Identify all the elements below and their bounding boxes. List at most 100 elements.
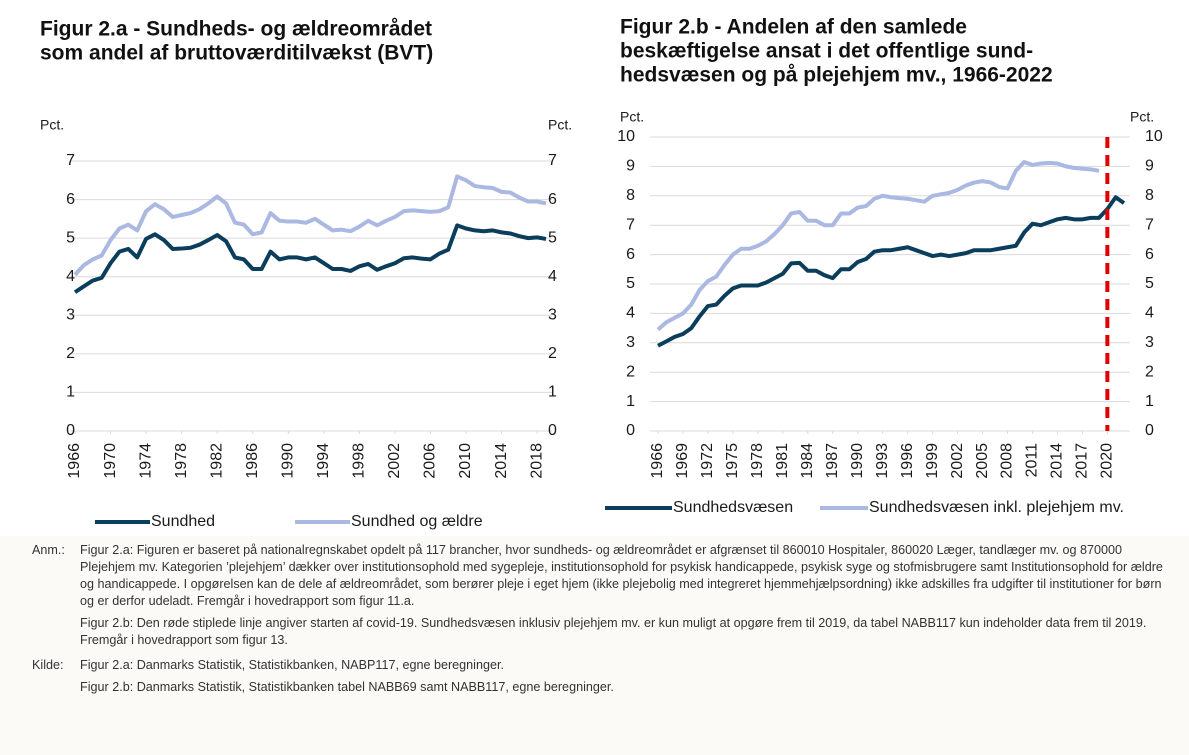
- x-tick-label: 1987: [824, 443, 841, 479]
- y2-tick-label: 5: [548, 229, 557, 246]
- x-tick-label: 2005: [974, 443, 991, 479]
- x-tick-label: 1970: [102, 443, 119, 479]
- chart-title: som andel af bruttoværditilvækst (BVT): [40, 42, 433, 65]
- y-tick-label: 6: [626, 246, 635, 263]
- y-tick-label: 2: [66, 345, 75, 362]
- x-tick-label: 2008: [999, 443, 1016, 479]
- x-tick-label: 2014: [1049, 443, 1066, 479]
- x-tick-label: 1990: [849, 443, 866, 479]
- y2-tick-label: 2: [548, 345, 557, 362]
- y-tick-label: 5: [626, 275, 635, 292]
- series-line: [73, 223, 547, 294]
- legend-label: Sundhedsvæsen: [673, 499, 793, 516]
- chart-title: beskæftigelse ansat i det offentlige sun…: [620, 40, 1033, 63]
- y-tick-label: 0: [66, 422, 75, 439]
- y2-tick-label: 4: [1145, 305, 1154, 322]
- x-tick-label: 2002: [386, 443, 403, 479]
- x-tick-label: 2002: [949, 443, 966, 479]
- x-tick-label: 1994: [315, 443, 332, 479]
- y-tick-label: 2: [626, 363, 635, 380]
- chart-title: Figur 2.a - Sundheds- og ældreområdet: [40, 18, 432, 41]
- y2-tick-label: 1: [548, 384, 557, 401]
- y-tick-label: 10: [617, 128, 635, 145]
- y2-tick-label: 7: [1145, 216, 1154, 233]
- x-tick-label: 1984: [799, 443, 816, 479]
- note-row: Anm.: Figur 2.a: Figuren er baseret på na…: [32, 542, 1169, 654]
- x-tick-label: 2010: [457, 443, 474, 479]
- chart: Figur 2.a - Sundheds- og ældreområdetsom…: [40, 18, 572, 531]
- x-tick-label: 1986: [244, 443, 261, 479]
- note-paragraph: Figur 2.b: Den røde stiplede linje angiv…: [80, 616, 1147, 647]
- legend-label: Sundhed og ældre: [351, 513, 483, 530]
- x-tick-label: 2006: [422, 443, 439, 479]
- series-line: [656, 159, 1100, 332]
- y2-tick-label: 8: [1145, 187, 1154, 204]
- y-tick-label: 0: [626, 422, 635, 439]
- y2-tick-label: 4: [548, 268, 557, 285]
- x-tick-label: 1975: [724, 443, 741, 479]
- y-tick-label: 1: [66, 384, 75, 401]
- notes: Anm.: Figur 2.a: Figuren er baseret på na…: [0, 536, 1189, 755]
- x-tick-label: 1993: [874, 443, 891, 479]
- y2-tick-label: 9: [1145, 158, 1154, 175]
- y2-axis-label: Pct.: [548, 117, 572, 133]
- note-body: Figur 2.a: Figuren er baseret på nationa…: [80, 542, 1169, 654]
- y-tick-label: 1: [626, 393, 635, 410]
- series-line: [73, 174, 547, 277]
- y-tick-label: 4: [626, 305, 635, 322]
- note-paragraph: Figur 2.b: Danmarks Statistik, Statistik…: [80, 680, 614, 694]
- x-tick-label: 1982: [208, 443, 225, 479]
- y-axis-label: Pct.: [40, 117, 64, 133]
- note-body: Figur 2.a: Danmarks Statistik, Statistik…: [80, 657, 614, 701]
- x-tick-label: 1966: [649, 443, 666, 479]
- x-tick-label: 1996: [899, 443, 916, 479]
- x-tick-label: 1974: [137, 443, 154, 479]
- x-tick-label: 1990: [280, 443, 297, 479]
- note-row: Kilde: Figur 2.a: Danmarks Statistik, Sta…: [32, 657, 1169, 701]
- y-tick-label: 9: [626, 158, 635, 175]
- y-tick-label: 5: [66, 229, 75, 246]
- y-tick-label: 4: [66, 268, 75, 285]
- y-tick-label: 3: [66, 307, 75, 324]
- x-tick-label: 2011: [1024, 443, 1041, 478]
- x-tick-label: 1966: [66, 443, 83, 479]
- y2-tick-label: 0: [1145, 422, 1154, 439]
- y2-tick-label: 5: [1145, 275, 1154, 292]
- legend-label: Sundhedsvæsen inkl. plejehjem mv.: [869, 499, 1124, 516]
- charts: Figur 2.a - Sundheds- og ældreområdetsom…: [40, 16, 1163, 531]
- y2-tick-label: 3: [548, 307, 557, 324]
- y-tick-label: 3: [626, 334, 635, 351]
- y2-tick-label: 3: [1145, 334, 1154, 351]
- series-line: [657, 195, 1126, 348]
- y2-tick-label: 2: [1145, 363, 1154, 380]
- x-tick-label: 1981: [774, 443, 791, 479]
- note-label: Kilde:: [32, 658, 64, 672]
- y-tick-label: 7: [626, 216, 635, 233]
- y2-tick-label: 7: [548, 152, 557, 169]
- chart: Figur 2.b - Andelen af den samledebeskæf…: [605, 16, 1163, 516]
- x-tick-label: 1978: [749, 443, 766, 479]
- x-tick-label: 2020: [1099, 443, 1116, 479]
- y-tick-label: 7: [66, 152, 75, 169]
- y2-tick-label: 10: [1145, 128, 1163, 145]
- note-label: Anm.:: [32, 543, 65, 557]
- x-tick-label: 1972: [699, 443, 716, 479]
- x-tick-label: 1998: [351, 443, 368, 479]
- y2-tick-label: 6: [548, 191, 557, 208]
- y2-tick-label: 6: [1145, 246, 1154, 263]
- y2-tick-label: 0: [548, 422, 557, 439]
- y2-axis-label: Pct.: [1130, 109, 1154, 125]
- x-tick-label: 2014: [493, 443, 510, 479]
- note-paragraph: Figur 2.a: Figuren er baseret på nationa…: [80, 543, 1163, 608]
- legend-label: Sundhed: [151, 513, 215, 530]
- y2-tick-label: 1: [1145, 393, 1154, 410]
- y-tick-label: 8: [626, 187, 635, 204]
- x-tick-label: 1978: [173, 443, 190, 479]
- note-paragraph: Figur 2.a: Danmarks Statistik, Statistik…: [80, 658, 504, 672]
- x-tick-label: 1969: [674, 443, 691, 479]
- x-tick-label: 2017: [1074, 443, 1091, 479]
- x-tick-label: 2018: [528, 443, 545, 479]
- y-tick-label: 6: [66, 191, 75, 208]
- y-axis-label: Pct.: [620, 109, 644, 125]
